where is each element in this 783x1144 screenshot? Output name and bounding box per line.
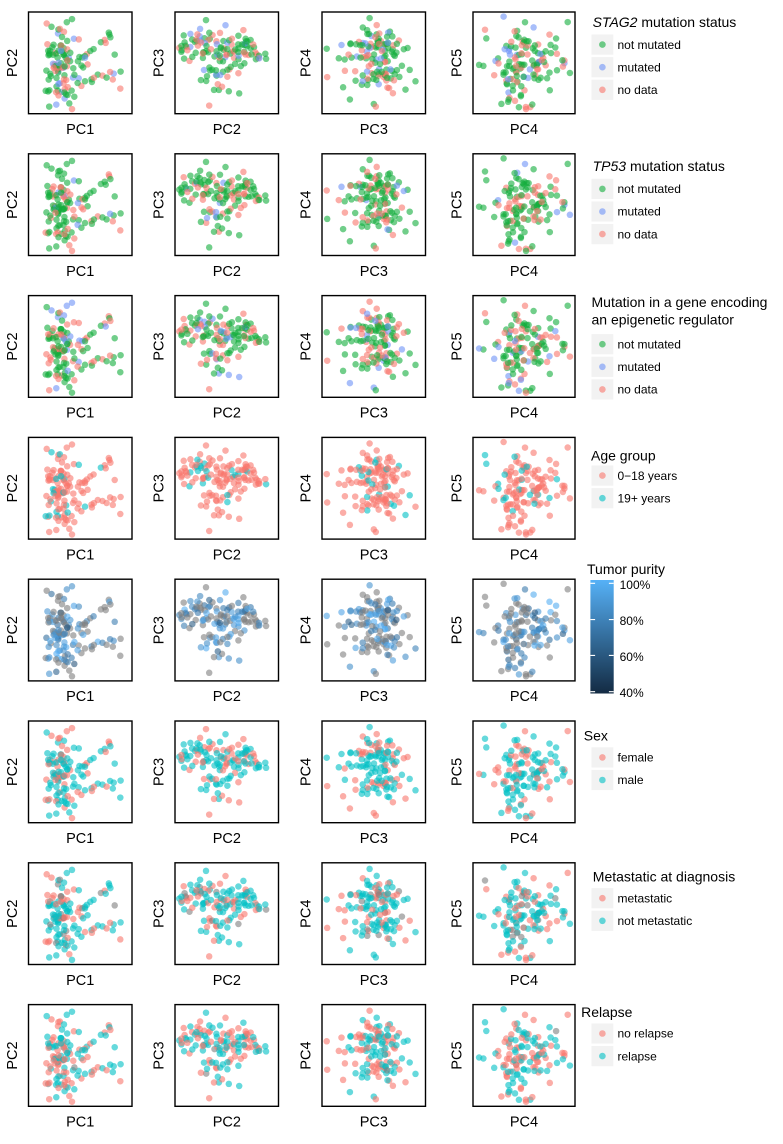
svg-text:PC2: PC2 xyxy=(213,547,241,563)
svg-text:no data: no data xyxy=(618,227,658,241)
svg-text:PC5: PC5 xyxy=(449,1041,465,1069)
svg-text:19+ years: 19+ years xyxy=(618,491,671,505)
svg-text:no data: no data xyxy=(618,383,658,397)
svg-text:Sex: Sex xyxy=(584,727,608,743)
svg-text:Mutation in a gene encoding: Mutation in a gene encoding xyxy=(592,294,768,310)
svg-text:60%: 60% xyxy=(620,650,644,664)
svg-text:PC3: PC3 xyxy=(151,191,167,219)
svg-text:relapse: relapse xyxy=(618,1049,658,1063)
svg-text:mutated: mutated xyxy=(618,360,661,374)
svg-text:PC2: PC2 xyxy=(213,689,241,705)
svg-text:STAG2 mutation status: STAG2 mutation status xyxy=(593,14,737,30)
svg-text:PC2: PC2 xyxy=(213,264,241,280)
svg-text:not mutated: not mutated xyxy=(618,182,681,196)
svg-text:PC1: PC1 xyxy=(66,406,94,422)
svg-text:TP53 mutation status: TP53 mutation status xyxy=(593,158,725,174)
svg-text:PC2: PC2 xyxy=(5,191,21,219)
svg-text:PC5: PC5 xyxy=(449,332,465,360)
svg-text:not mutated: not mutated xyxy=(618,337,681,351)
svg-text:PC3: PC3 xyxy=(360,547,388,563)
svg-text:not metastatic: not metastatic xyxy=(618,914,693,928)
svg-text:PC4: PC4 xyxy=(298,900,314,928)
svg-text:PC4: PC4 xyxy=(510,122,538,138)
svg-text:Relapse: Relapse xyxy=(581,1004,633,1020)
svg-text:female: female xyxy=(618,751,654,765)
svg-text:100%: 100% xyxy=(620,578,651,592)
svg-text:PC4: PC4 xyxy=(510,973,538,989)
svg-text:0−18 years: 0−18 years xyxy=(618,469,678,483)
svg-text:PC1: PC1 xyxy=(66,831,94,847)
svg-text:PC4: PC4 xyxy=(510,689,538,705)
svg-text:PC4: PC4 xyxy=(298,758,314,786)
svg-text:PC2: PC2 xyxy=(5,616,21,644)
svg-text:PC2: PC2 xyxy=(5,474,21,502)
svg-text:PC2: PC2 xyxy=(213,122,241,138)
svg-text:Metastatic at diagnosis: Metastatic at diagnosis xyxy=(593,869,735,885)
svg-text:PC4: PC4 xyxy=(510,264,538,280)
svg-text:PC4: PC4 xyxy=(298,191,314,219)
svg-text:PC3: PC3 xyxy=(360,831,388,847)
svg-text:PC4: PC4 xyxy=(510,1115,538,1131)
svg-text:PC1: PC1 xyxy=(66,547,94,563)
svg-text:PC2: PC2 xyxy=(5,332,21,360)
svg-text:PC2: PC2 xyxy=(213,1115,241,1131)
svg-text:PC2: PC2 xyxy=(5,49,21,77)
svg-text:PC4: PC4 xyxy=(510,406,538,422)
svg-text:PC5: PC5 xyxy=(449,900,465,928)
svg-text:PC5: PC5 xyxy=(449,191,465,219)
svg-text:PC1: PC1 xyxy=(66,264,94,280)
svg-text:PC3: PC3 xyxy=(360,973,388,989)
svg-text:PC1: PC1 xyxy=(66,973,94,989)
svg-text:PC3: PC3 xyxy=(151,900,167,928)
svg-text:80%: 80% xyxy=(620,614,644,628)
svg-text:PC5: PC5 xyxy=(449,474,465,502)
svg-text:PC5: PC5 xyxy=(449,758,465,786)
svg-text:PC3: PC3 xyxy=(151,616,167,644)
svg-text:PC4: PC4 xyxy=(510,831,538,847)
svg-text:PC5: PC5 xyxy=(449,616,465,644)
svg-text:PC4: PC4 xyxy=(298,332,314,360)
svg-text:PC2: PC2 xyxy=(213,406,241,422)
svg-text:PC2: PC2 xyxy=(5,900,21,928)
svg-text:PC3: PC3 xyxy=(151,758,167,786)
svg-text:PC4: PC4 xyxy=(298,474,314,502)
svg-text:an epigenetic regulator: an epigenetic regulator xyxy=(592,311,735,327)
svg-text:40%: 40% xyxy=(620,686,644,700)
svg-text:PC2: PC2 xyxy=(213,973,241,989)
svg-text:PC5: PC5 xyxy=(449,49,465,77)
svg-text:PC2: PC2 xyxy=(213,831,241,847)
svg-text:male: male xyxy=(618,773,644,787)
svg-text:PC3: PC3 xyxy=(360,689,388,705)
svg-text:PC3: PC3 xyxy=(151,1041,167,1069)
svg-text:mutated: mutated xyxy=(618,60,661,74)
svg-text:PC4: PC4 xyxy=(298,1041,314,1069)
svg-text:PC4: PC4 xyxy=(510,547,538,563)
svg-text:no data: no data xyxy=(618,83,658,97)
svg-text:not mutated: not mutated xyxy=(618,38,681,52)
svg-text:PC3: PC3 xyxy=(151,49,167,77)
svg-text:mutated: mutated xyxy=(618,205,661,219)
svg-text:PC2: PC2 xyxy=(5,1041,21,1069)
svg-text:metastatic: metastatic xyxy=(618,891,673,905)
svg-text:Tumor purity: Tumor purity xyxy=(587,561,665,577)
svg-text:PC4: PC4 xyxy=(298,49,314,77)
svg-text:PC3: PC3 xyxy=(360,122,388,138)
svg-text:PC3: PC3 xyxy=(360,264,388,280)
svg-text:PC1: PC1 xyxy=(66,689,94,705)
svg-text:PC1: PC1 xyxy=(66,122,94,138)
svg-text:PC3: PC3 xyxy=(360,1115,388,1131)
svg-text:PC3: PC3 xyxy=(151,332,167,360)
svg-text:PC3: PC3 xyxy=(360,406,388,422)
svg-text:no relapse: no relapse xyxy=(618,1027,674,1041)
svg-text:PC4: PC4 xyxy=(298,616,314,644)
svg-text:Age group: Age group xyxy=(591,448,656,464)
svg-text:PC3: PC3 xyxy=(151,474,167,502)
svg-text:PC2: PC2 xyxy=(5,758,21,786)
svg-text:PC1: PC1 xyxy=(66,1115,94,1131)
